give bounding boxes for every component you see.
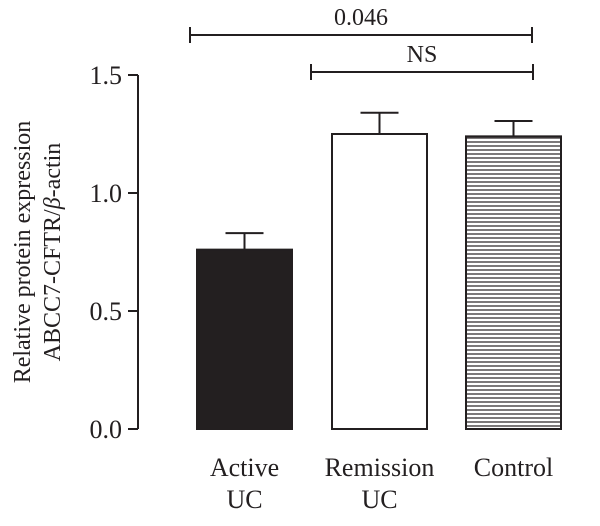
y-axis-title-line2: ABCC7-CFTR/β-actin xyxy=(40,143,66,362)
x-axis-labels: Active UC Remission UC Control xyxy=(210,453,553,514)
x-tick-label: Control xyxy=(474,453,553,482)
error-bars xyxy=(225,111,533,250)
y-axis-label: Relative protein expression ABCC7-CFTR/β-… xyxy=(10,121,66,384)
y-axis-title-line1: Relative protein expression xyxy=(10,121,36,384)
y-tick-label: 1.5 xyxy=(90,61,123,90)
bar xyxy=(331,133,428,430)
significance-brackets: 0.046 NS xyxy=(189,5,534,80)
y-tick-label: 0.0 xyxy=(90,415,123,444)
bracket-label: 0.046 xyxy=(334,5,388,31)
bracket-label: NS xyxy=(407,42,438,68)
bar xyxy=(465,135,562,431)
y-tick-label: 1.0 xyxy=(90,179,123,208)
x-tick-label: Active UC xyxy=(210,453,279,514)
y-tick-label: 0.5 xyxy=(90,297,123,326)
bar xyxy=(196,248,293,430)
y-axis: 0.0 0.5 1.0 1.5 xyxy=(90,61,139,444)
x-tick-label: Remission UC xyxy=(325,453,435,514)
bars xyxy=(196,133,562,431)
